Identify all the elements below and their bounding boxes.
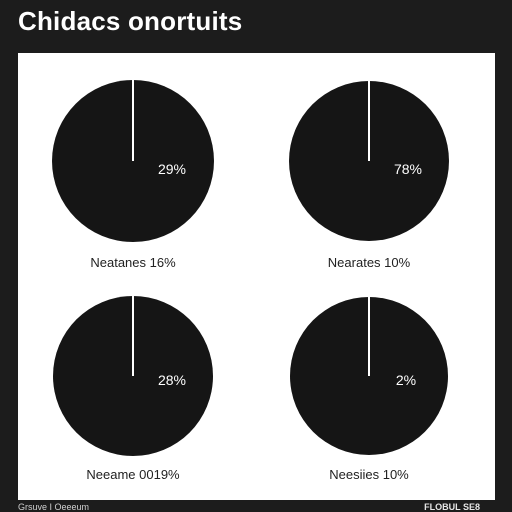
pie-percent-label: 2% <box>396 372 416 388</box>
chart-panel: 29% Neatanes 16% 78% Nearates 10% 28% Neeame … <box>18 53 495 500</box>
footer-source: Grsuve I Oeeeum <box>18 502 90 512</box>
pie-caption: Neesiies 10% <box>329 467 409 482</box>
pie-chart-2: 78% Nearates 10% <box>289 81 449 270</box>
pie-percent-label: 29% <box>158 161 186 177</box>
pie-chart-4: 2% Neesiies 10% <box>290 297 448 482</box>
pie-percent-label: 28% <box>158 372 186 388</box>
chart-title: Chidacs onortuits <box>18 6 243 36</box>
footer-credit: FLOBUL SE8 <box>424 502 480 512</box>
pie-grid: 29% Neatanes 16% 78% Nearates 10% 28% Neeame … <box>52 80 449 482</box>
pie-chart-3: 28% Neeame 0019% <box>53 296 213 482</box>
pie-caption: Neeame 0019% <box>86 467 180 482</box>
pie-caption: Nearates 10% <box>328 255 411 270</box>
pie-caption: Neatanes 16% <box>90 255 176 270</box>
pie-percent-label: 78% <box>394 161 422 177</box>
pie-chart-1: 29% Neatanes 16% <box>52 80 214 270</box>
